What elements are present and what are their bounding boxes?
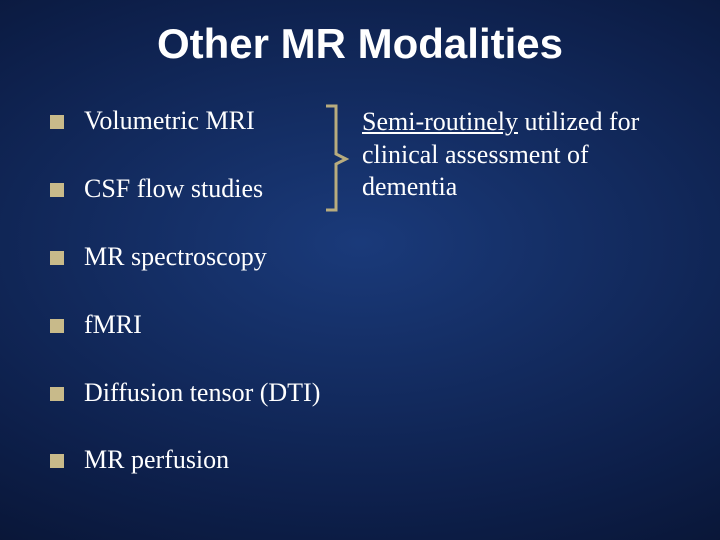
- bullet-icon: [50, 454, 64, 468]
- bullet-icon: [50, 115, 64, 129]
- list-item: fMRI: [50, 310, 350, 340]
- page-title: Other MR Modalities: [0, 20, 720, 68]
- bullet-text: Volumetric MRI: [84, 106, 255, 136]
- bullet-text: fMRI: [84, 310, 142, 340]
- list-item: MR perfusion: [50, 445, 350, 475]
- bracket-icon: [322, 104, 352, 214]
- bullet-icon: [50, 183, 64, 197]
- bullet-icon: [50, 387, 64, 401]
- annotation-column: Semi-routinely utilized for clinical ass…: [350, 106, 684, 513]
- bullet-text: MR spectroscopy: [84, 242, 267, 272]
- annotation-underlined: Semi-routinely: [362, 107, 518, 136]
- list-item: Volumetric MRI: [50, 106, 350, 136]
- bullet-text: CSF flow studies: [84, 174, 263, 204]
- bullet-text: MR perfusion: [84, 445, 229, 475]
- slide: Other MR Modalities Volumetric MRI CSF f…: [0, 0, 720, 540]
- content-row: Volumetric MRI CSF flow studies MR spect…: [0, 106, 720, 513]
- list-item: CSF flow studies: [50, 174, 350, 204]
- bullet-text: Diffusion tensor (DTI): [84, 378, 320, 408]
- annotation-text: Semi-routinely utilized for clinical ass…: [362, 106, 684, 204]
- list-item: MR spectroscopy: [50, 242, 350, 272]
- list-item: Diffusion tensor (DTI): [50, 378, 350, 408]
- bullet-icon: [50, 251, 64, 265]
- bullet-icon: [50, 319, 64, 333]
- bullet-list: Volumetric MRI CSF flow studies MR spect…: [50, 106, 350, 513]
